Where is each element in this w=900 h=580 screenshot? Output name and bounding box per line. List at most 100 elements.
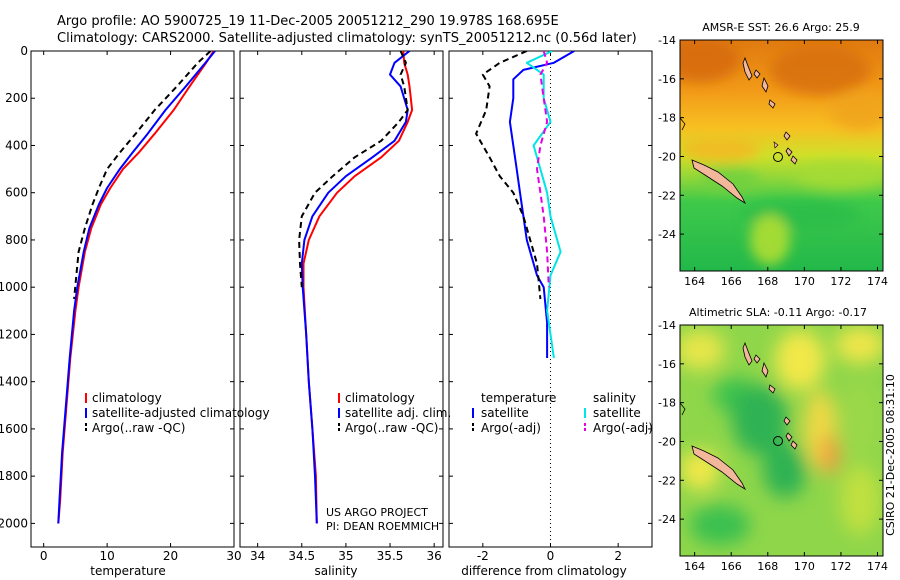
- difference-series-group: [475, 51, 575, 359]
- depth-tick-label: 1000: [0, 280, 28, 294]
- depth-tick-label: 600: [5, 186, 28, 200]
- x-tick-label: -2: [477, 549, 489, 563]
- figure-title-line1: Argo profile: AO 5900725_19 11-Dec-2005 …: [57, 14, 559, 29]
- salinity-axis-label: salinity: [314, 564, 357, 578]
- temperature-legend-item: climatology: [92, 391, 162, 405]
- sla-island-north-2: [753, 354, 761, 364]
- map-lat-label: -14: [658, 34, 676, 47]
- sla-coastline-west: [680, 402, 686, 416]
- sst-map-frame: [679, 39, 884, 272]
- temperature-axis-label: temperature: [90, 564, 165, 578]
- difference-legend-heading: temperature: [481, 391, 556, 405]
- sla-island-vanuatu-3: [790, 440, 798, 450]
- profile-series: [57, 51, 575, 524]
- island-north-3: [761, 76, 769, 93]
- pi-label: PI: DEAN ROEMMICH: [326, 520, 439, 533]
- temperature-legend-item: Argo(..raw -QC): [92, 421, 185, 435]
- sla-island-vanuatu-1: [783, 416, 791, 426]
- difference-legend-item: satellite: [481, 406, 529, 420]
- difference-axis-label: difference from climatology: [461, 564, 627, 578]
- map-lat-label: -18: [658, 112, 676, 125]
- map-lat-label: -20: [658, 435, 676, 448]
- depth-tick-label: 800: [5, 233, 28, 247]
- map-lat-label: -18: [658, 397, 676, 410]
- temperature-line-satellite-adjusted-climatology: [57, 51, 216, 524]
- sla-map-texture: [680, 327, 883, 545]
- x-tick-label: 2: [614, 549, 622, 563]
- timestamp-label: CSIRO 21-Dec-2005 08:31:10: [884, 374, 897, 536]
- difference-legend-item: Argo(-adj): [593, 421, 653, 435]
- sst-profile-marker: [773, 152, 783, 162]
- map-lon-label: 174: [867, 560, 888, 573]
- salinity-legend-item: Argo(..raw -QC): [345, 421, 438, 435]
- map-lat-label: -16: [658, 358, 676, 371]
- depth-tick-label: 2000: [0, 516, 28, 530]
- x-tick-label: 35.5: [377, 549, 404, 563]
- x-tick-label: 34: [250, 549, 265, 563]
- map-lon-label: 170: [794, 275, 815, 288]
- temperature-plot-frame: [30, 50, 235, 548]
- map-lat-label: -20: [658, 150, 676, 163]
- x-tick-label: 30: [226, 549, 241, 563]
- sla-map-title: Altimetric SLA: -0.11 Argo: -0.17: [689, 306, 867, 319]
- temperature-series-group: [57, 51, 216, 524]
- map-lon-label: 164: [684, 275, 705, 288]
- temperature-legend-item: satellite-adjusted climatology: [92, 406, 270, 420]
- island-north-1: [742, 56, 753, 81]
- project-label: US ARGO PROJECT: [326, 506, 428, 519]
- salinity-legend-item: climatology: [345, 391, 415, 405]
- island-vanuatu-4: [773, 141, 779, 149]
- map-lon-label: 166: [721, 275, 742, 288]
- map-lon-label: 170: [794, 560, 815, 573]
- difference-legend-item: satellite: [593, 406, 641, 420]
- difference-legend-item: Argo(-adj): [481, 421, 541, 435]
- map-lat-label: -22: [658, 474, 676, 487]
- depth-tick-label: 1400: [0, 375, 28, 389]
- sst-map: [680, 40, 883, 271]
- sla-island-north-4: [768, 384, 776, 394]
- map-lon-label: 168: [757, 275, 778, 288]
- sla-island-vanuatu-2: [785, 432, 793, 442]
- salinity-plot-frame: [239, 50, 444, 548]
- difference-line-argo-adj: [536, 51, 550, 288]
- map-lat-label: -22: [658, 189, 676, 202]
- temperature-line-argo-raw-qc: [73, 51, 212, 300]
- sla-new-caledonia-island: [691, 445, 746, 491]
- island-vanuatu-1: [783, 131, 791, 141]
- sla-island-north-3: [761, 361, 769, 378]
- depth-tick-label: 200: [5, 91, 28, 105]
- salinity-line-argo-raw-qc: [298, 51, 409, 288]
- island-north-4: [768, 99, 776, 109]
- x-tick-label: 36: [427, 549, 442, 563]
- sla-map-ticks: 164 166 168 170 172 174 -14 -16 -18 -20 -22 -24: [658, 319, 888, 573]
- map-lat-label: -24: [658, 228, 676, 241]
- difference-line-satellite: [525, 51, 562, 359]
- island-north-2: [753, 69, 761, 79]
- x-tick-label: 10: [99, 549, 114, 563]
- sst-map-texture: [680, 40, 883, 265]
- depth-tick-label: 1600: [0, 422, 28, 436]
- figure-title-line2: Climatology: CARS2000. Satellite-adjuste…: [57, 31, 637, 46]
- map-lon-label: 168: [757, 560, 778, 573]
- difference-line-argo-adj: [475, 51, 542, 300]
- salinity-line-satellite-adj-clim: [300, 51, 411, 524]
- x-tick-label: 35: [338, 549, 353, 563]
- coastline-west: [680, 117, 686, 131]
- salinity-series-group: [298, 51, 414, 524]
- x-tick-label: 0: [40, 549, 48, 563]
- sla-map: [680, 325, 883, 556]
- difference-line-satellite: [508, 51, 575, 358]
- sst-map-ticks: 164 166 168 170 172 174 -14 -16 -18 -20 -22 -24: [658, 34, 888, 288]
- island-vanuatu-2: [785, 147, 793, 157]
- map-lat-label: -16: [658, 73, 676, 86]
- map-lon-label: 164: [684, 560, 705, 573]
- map-lon-label: 172: [830, 275, 851, 288]
- map-lon-label: 174: [867, 275, 888, 288]
- difference-legend-heading: salinity: [593, 391, 636, 405]
- depth-tick-label: 400: [5, 138, 28, 152]
- sla-profile-marker: [773, 436, 783, 446]
- x-tick-label: 34.5: [288, 549, 315, 563]
